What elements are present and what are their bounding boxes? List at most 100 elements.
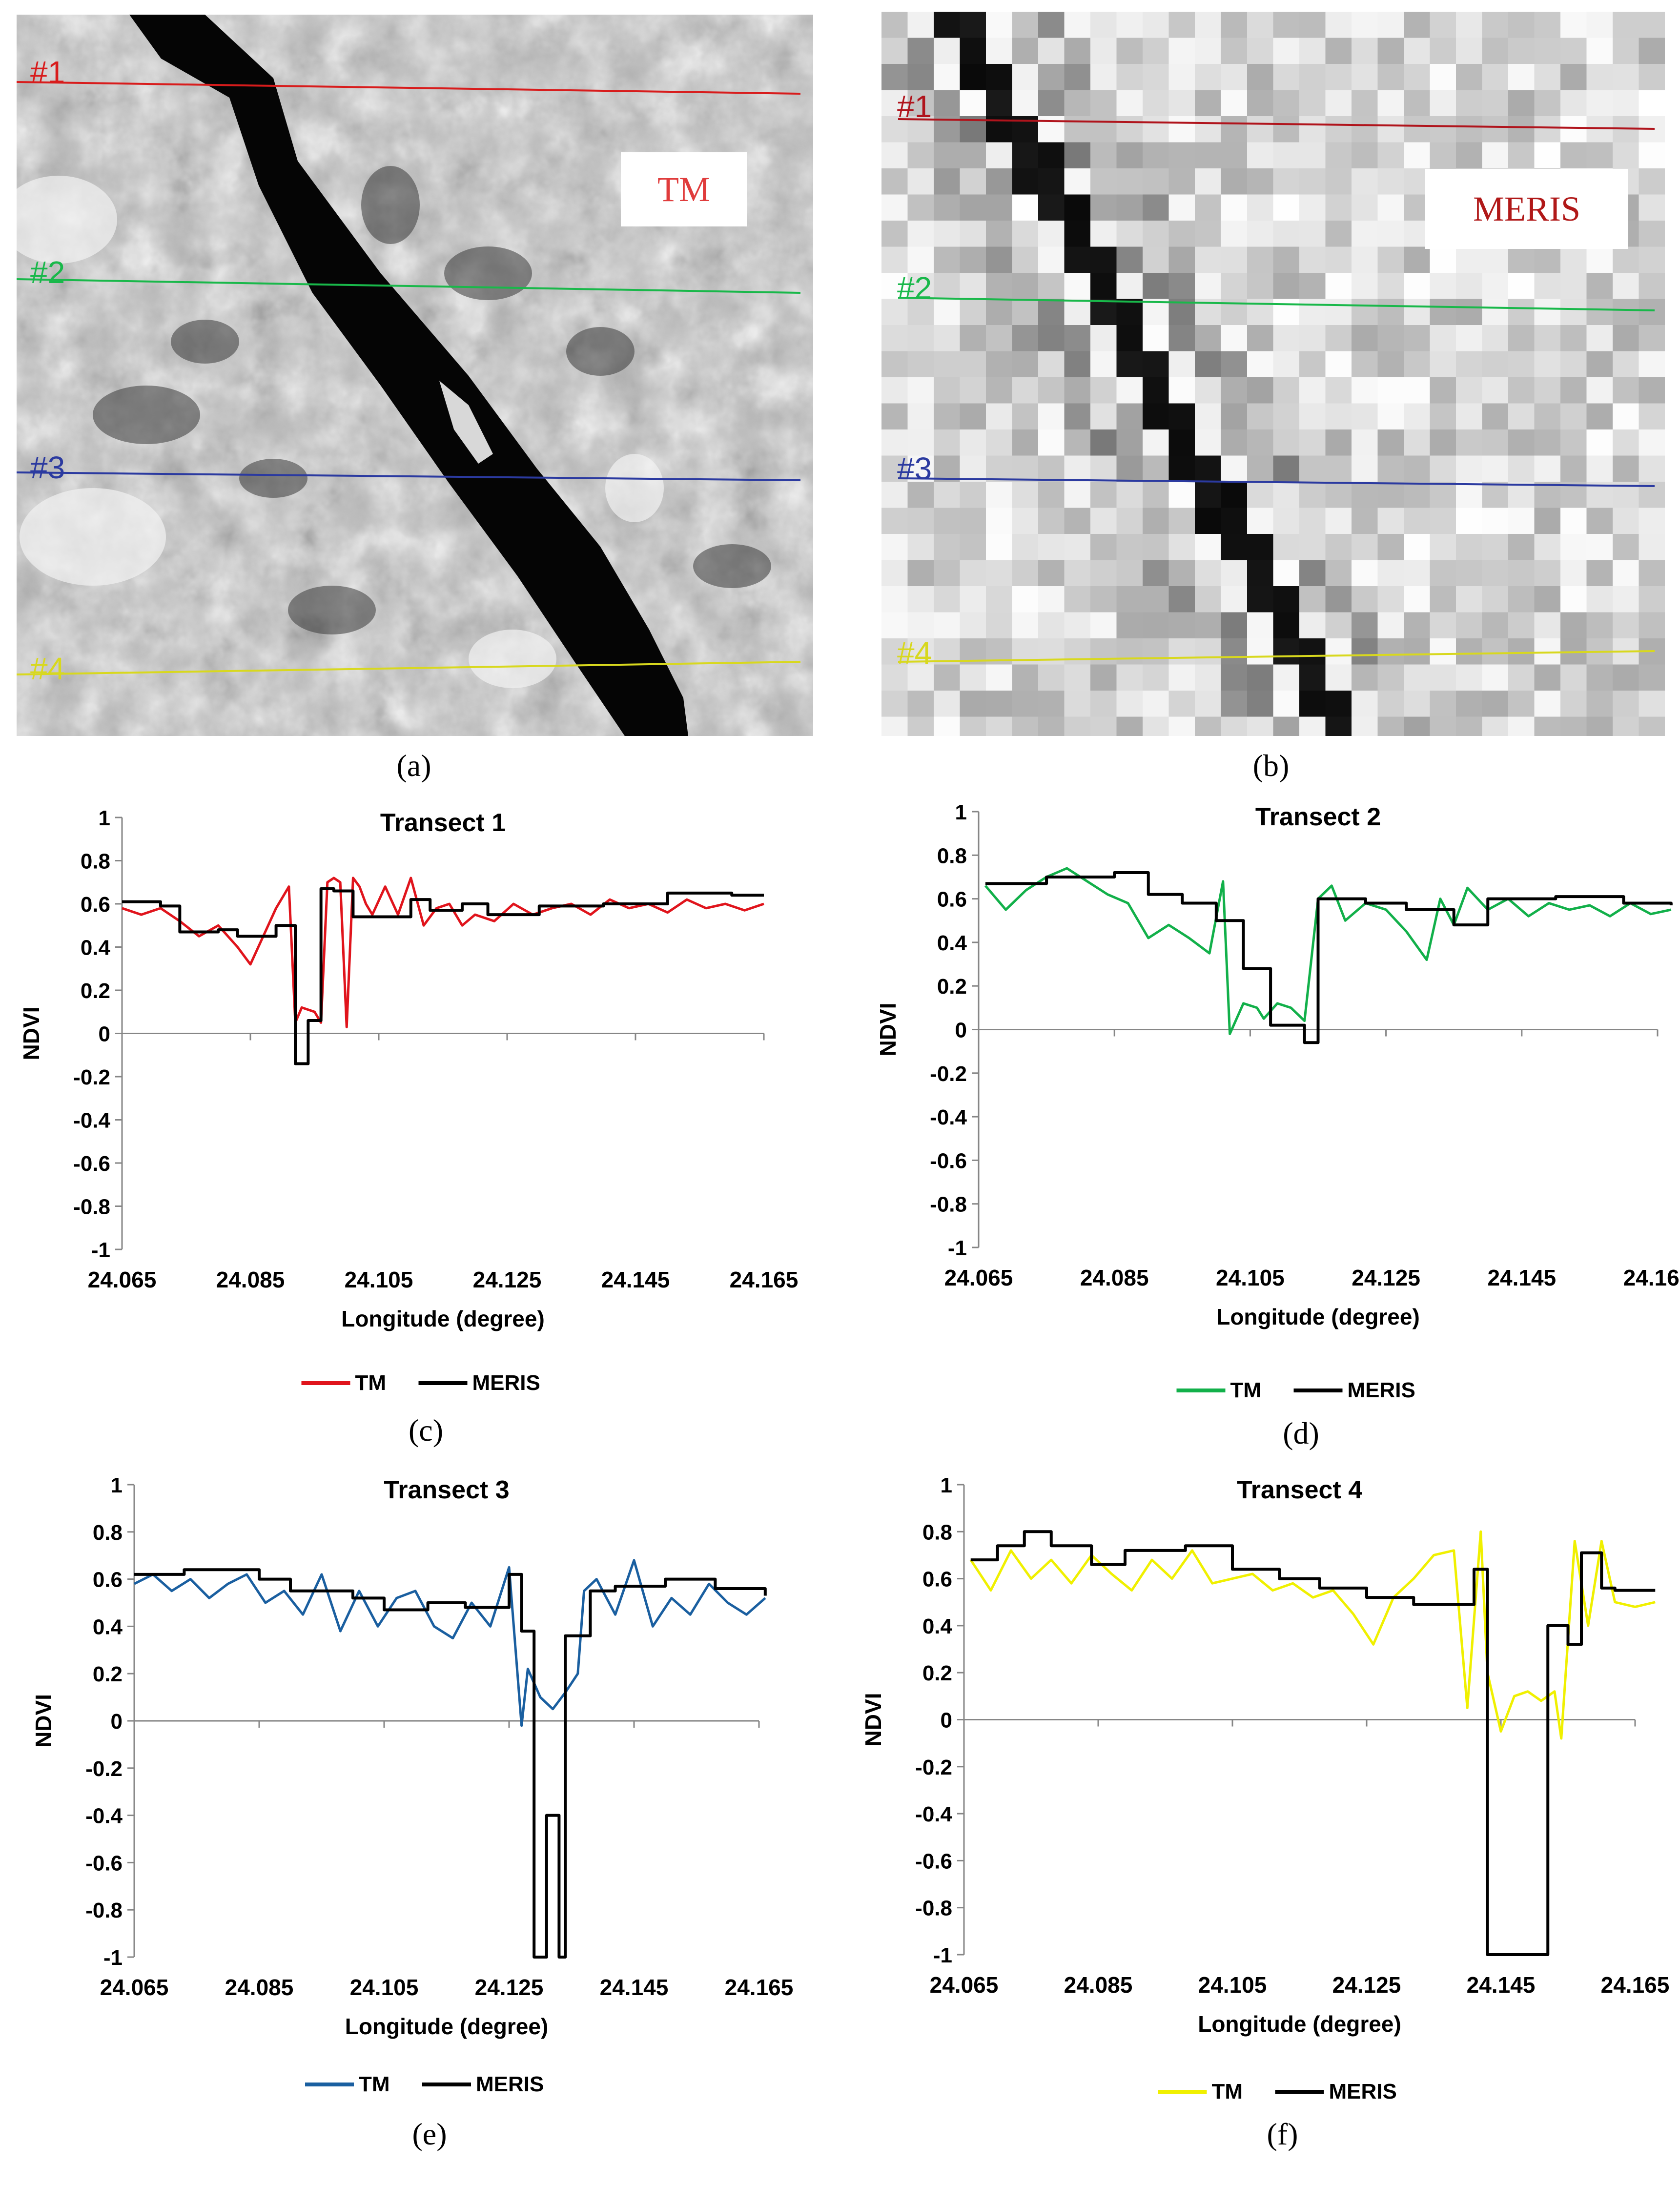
meris-pixel [1352,716,1378,736]
meris-pixel [1221,351,1248,378]
meris-pixel [1221,246,1248,273]
meris-pixel [1352,455,1378,482]
meris-pixel [1064,116,1091,143]
meris-pixel [1325,12,1352,39]
meris-pixel [1064,403,1091,430]
meris-pixel [1430,429,1456,456]
y-tick-label: -0.6 [85,1851,123,1875]
meris-pixel [1482,64,1509,91]
meris-pixel [986,351,1013,378]
x-axis-label: Longitude (degree) [341,1306,545,1331]
meris-pixel [1560,716,1587,736]
meris-pixel [1404,351,1431,378]
meris-pixel [1168,64,1195,91]
meris-pixel [1456,664,1483,691]
meris-pixel [934,482,961,509]
legend-label-meris: MERIS [472,1371,540,1395]
meris-pixel [1482,12,1509,39]
meris-pixel [1508,716,1535,736]
meris-pixel [1038,586,1065,613]
meris-pixel [1456,142,1483,169]
meris-pixel [934,455,961,482]
y-tick-label: 0.2 [937,975,967,999]
meris-pixel [960,664,986,691]
meris-pixel [1560,586,1587,613]
meris-pixel [1299,168,1326,195]
meris-pixel [1195,455,1222,482]
meris-pixel [1168,482,1195,509]
x-tick-label: 24.125 [475,1975,544,2000]
meris-pixel [1639,299,1665,326]
chart-title: Transect 2 [1255,803,1381,831]
meris-pixel [1247,194,1274,221]
tm-transect-lines [17,81,801,675]
meris-pixel [1534,273,1561,300]
meris-pixel [881,664,908,691]
meris-pixel [1456,12,1483,39]
meris-pixel [1273,377,1300,404]
meris-pixel [934,246,961,273]
meris-pixel [1430,246,1456,273]
meris-pixel [1352,64,1378,91]
meris-pixel [1299,534,1326,561]
meris-pixel [1221,482,1248,509]
meris-pixel [907,351,934,378]
meris-pixel [1404,12,1431,39]
meris-pixel [1247,586,1274,613]
meris-pixel [1273,429,1300,456]
meris-pixel [1404,612,1431,639]
meris-pixel [1325,273,1352,300]
x-tick-label: 24.065 [930,1972,999,1998]
meris-pixel [1247,351,1274,378]
meris-pixel [1221,194,1248,221]
tm-transect-4-line [17,661,801,675]
chart-title: Transect 3 [384,1476,509,1504]
meris-pixel [1430,586,1456,613]
meris-pixel [1430,64,1456,91]
x-tick-label: 24.145 [601,1267,670,1292]
panel-label-d: (d) [1283,1416,1319,1450]
y-tick-label: 0.4 [937,931,967,955]
meris-pixel [960,534,986,561]
meris-pixel [1430,403,1456,430]
meris-pixel [881,429,908,456]
panel-label-e: (e) [412,2117,447,2151]
meris-pixel [1064,612,1091,639]
meris-pixel [1456,429,1483,456]
meris-pixel [1352,664,1378,691]
meris-pixel [1377,429,1404,456]
meris-pixel [1534,560,1561,587]
meris-pixel [1064,638,1091,665]
meris-pixel [986,142,1013,169]
meris-pixel [1090,586,1117,613]
meris-pixel [1168,325,1195,352]
meris-pixel [881,691,908,717]
meris-pixel [1613,325,1639,352]
meris-pixel [1168,455,1195,482]
meris-pixel [907,377,934,404]
meris-pixel [1012,38,1039,64]
meris-pixel [1639,455,1665,482]
y-tick-label: 1 [941,1473,952,1497]
meris-pixel [1430,560,1456,587]
meris-pixel [1116,691,1143,717]
meris-pixel [1586,691,1613,717]
meris-pixel [1613,246,1639,273]
meris-pixel [1456,351,1483,378]
meris-pixel [1508,351,1535,378]
meris-pixel [1299,403,1326,430]
meris-pixel [1404,664,1431,691]
x-axis-label: Longitude (degree) [1216,1304,1420,1329]
meris-pixel [1377,325,1404,352]
meris-pixel [907,586,934,613]
meris-pixel [1012,194,1039,221]
meris-pixel [1299,12,1326,39]
meris-pixel [1352,90,1378,117]
meris-pixel [1456,325,1483,352]
meris-image-panel [881,12,1665,736]
x-tick-label: 24.085 [1080,1265,1149,1290]
meris-pixel [1090,221,1117,247]
meris-transect-2-label: #2 [897,270,932,306]
meris-pixel [1273,691,1300,717]
